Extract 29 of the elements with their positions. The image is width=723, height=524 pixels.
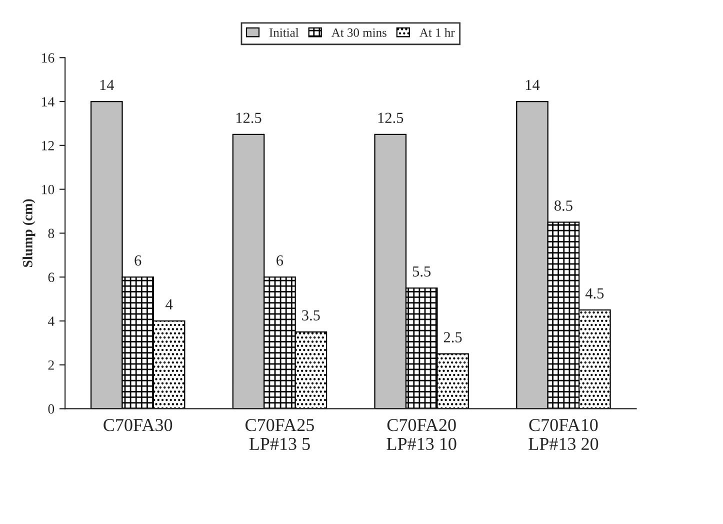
- x-tick-label: C70FA30: [104, 418, 172, 432]
- y-tick-label: 4: [48, 316, 54, 326]
- y-tick-label: 2: [48, 360, 54, 370]
- y-tick-label: 0: [48, 404, 54, 414]
- data-label: 4.5: [585, 288, 604, 299]
- legend-label: Initial: [269, 28, 299, 37]
- data-label: 3.5: [302, 310, 320, 321]
- y-tick-label: 14: [42, 97, 54, 106]
- data-label: 2.5: [444, 332, 462, 342]
- data-label: 6: [134, 255, 142, 266]
- y-tick-label: 6: [48, 272, 54, 282]
- data-label: 4: [166, 299, 173, 310]
- data-label: 5.5: [412, 266, 431, 277]
- data-label: 12.5: [378, 112, 404, 124]
- y-tick-label: 10: [42, 184, 54, 194]
- x-tick-label: C70FA10 LP#13 20: [528, 418, 598, 450]
- data-label: 14: [526, 80, 540, 90]
- legend-label: At 30 mins: [331, 28, 386, 37]
- y-tick-label: 8: [48, 228, 54, 238]
- legend-label: At 1 hr: [420, 28, 455, 37]
- y-tick-label: 12: [42, 141, 54, 150]
- data-label: 12.5: [236, 112, 262, 124]
- data-label: 6: [276, 255, 284, 266]
- y-axis-title: Slump (cm): [22, 199, 36, 267]
- x-tick-label: C70FA20 LP#13 10: [386, 418, 456, 450]
- data-label: 14: [100, 80, 114, 90]
- x-tick-label: C70FA25 LP#13 5: [246, 418, 314, 450]
- data-label: 8.5: [554, 200, 572, 211]
- y-tick-label: 16: [42, 53, 54, 63]
